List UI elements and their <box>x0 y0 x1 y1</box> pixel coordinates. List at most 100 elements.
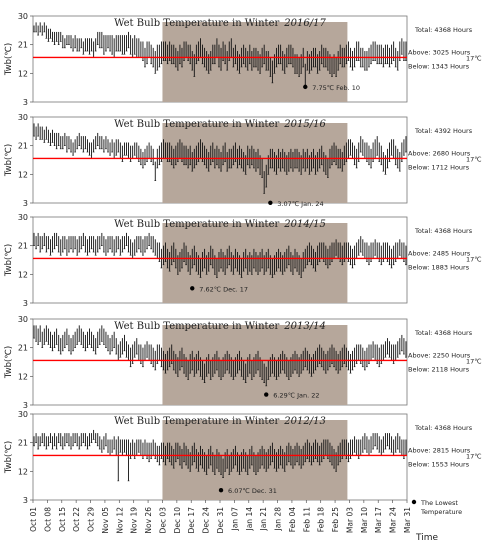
y-tick-label: 21 <box>18 242 28 251</box>
panel-title-text: Wet Bulb Temperature in Winter <box>114 119 279 130</box>
panel-title: Wet Bulb Temperature in Winter 2013/14 <box>114 321 326 332</box>
panel-season: 2014/15 <box>283 219 326 230</box>
y-tick-label: 12 <box>18 372 28 381</box>
x-tick-label: Jan 21 <box>259 507 268 532</box>
total-hours: Total: 4368 Hours <box>414 424 473 432</box>
y-tick-label: 30 <box>18 113 28 122</box>
threshold-label: 17℃ <box>466 155 482 163</box>
y-tick-label: 3 <box>23 401 28 410</box>
legend-label-line2: Temperature <box>420 508 462 516</box>
x-tick-label: Mar 03 <box>345 507 354 533</box>
lowest-point-label: 6.07℃ Dec. 31 <box>228 487 277 495</box>
y-tick-label: 3 <box>23 98 28 107</box>
lowest-point-label: 7.62℃ Dec. 17 <box>199 285 248 293</box>
above-hours: Above: 2250 Hours <box>408 351 471 359</box>
y-tick-label: 12 <box>18 467 28 476</box>
panel-season: 2016/17 <box>283 18 326 29</box>
below-hours: Below: 1343 Hours <box>408 62 470 70</box>
x-tick-label: Dec 10 <box>173 507 182 534</box>
x-tick-label: Mar 10 <box>360 507 369 533</box>
lowest-point-marker <box>268 200 273 205</box>
above-hours: Above: 2680 Hours <box>408 149 471 157</box>
x-tick-label: Nov 12 <box>115 507 124 534</box>
x-tick-label: Nov 19 <box>130 507 139 534</box>
x-tick-label: Jan 07 <box>230 507 239 532</box>
panel-4: 30 21 12 3 Twb(℃) Wet Bulb Temperature in Win… <box>4 315 482 410</box>
panel-5: 30 21 12 3 Twb(℃) Wet Bulb Temperature in Win… <box>4 410 482 505</box>
daily-range-bars <box>33 232 407 278</box>
threshold-label: 17℃ <box>466 357 482 365</box>
x-axis: Oct 01 Oct 08 Oct 15 Oct 22 Oct 29 Nov 05 Nov … <box>29 500 438 543</box>
x-tick-label: Jan 14 <box>245 507 254 532</box>
lowest-point-marker <box>218 488 224 493</box>
panel-title: Wet Bulb Temperature in Winter 2015/16 <box>114 119 326 130</box>
lowest-point-label: 3.07℃ Jan. 24 <box>277 200 323 208</box>
y-tick-label: 30 <box>18 315 28 324</box>
above-hours: Above: 3025 Hours <box>408 48 471 56</box>
x-tick-label: Oct 29 <box>87 507 96 532</box>
x-tick-label: Mar 17 <box>374 507 383 533</box>
panel-2: 30 21 12 3 Twb(℃) Wet Bulb Temperature in Win… <box>4 113 482 208</box>
x-tick-label: Mar 31 <box>403 507 412 533</box>
below-hours: Below: 2118 Hours <box>408 365 470 373</box>
x-tick-label: Feb 25 <box>331 507 340 532</box>
y-axis-label: Twb(℃) <box>4 144 14 177</box>
panel-title-text: Wet Bulb Temperature in Winter <box>114 219 279 230</box>
lowest-point-marker <box>264 392 269 397</box>
x-tick-label: Feb 11 <box>302 507 311 532</box>
panel-title: Wet Bulb Temperature in Winter 2014/15 <box>114 219 326 230</box>
panel-season: 2012/13 <box>283 416 326 427</box>
panel-title: Wet Bulb Temperature in Winter 2016/17 <box>114 18 326 29</box>
lowest-point-label: 7.75℃ Feb. 10 <box>312 84 360 92</box>
y-tick-label: 21 <box>18 41 28 50</box>
x-tick-label: Oct 01 <box>29 507 38 532</box>
total-hours: Total: 4368 Hours <box>414 26 473 34</box>
legend-marker <box>411 499 417 505</box>
threshold-label: 17℃ <box>466 452 482 460</box>
y-axis-label: Twb(℃) <box>4 244 14 277</box>
panel-season: 2013/14 <box>283 321 326 332</box>
y-tick-label: 21 <box>18 344 28 353</box>
below-hours: Below: 1553 Hours <box>408 460 470 468</box>
lowest-point-marker <box>190 286 195 291</box>
y-tick-label: 30 <box>18 410 28 419</box>
y-axis-label: Twb(℃) <box>4 346 14 379</box>
x-tick-label: Oct 15 <box>58 507 67 532</box>
winter-shade <box>162 22 348 102</box>
total-hours: Total: 4392 Hours <box>414 127 473 135</box>
x-tick-label: Feb 18 <box>317 507 326 532</box>
panel-title: Wet Bulb Temperature in Winter 2012/13 <box>114 416 326 427</box>
x-tick-label: Dec 31 <box>216 507 225 534</box>
x-tick-label: Nov 05 <box>101 507 110 534</box>
y-tick-label: 30 <box>18 213 28 222</box>
y-tick-label: 3 <box>23 496 28 505</box>
x-tick-label: Dec 17 <box>187 507 196 534</box>
x-tick-label: Nov 26 <box>144 507 153 534</box>
y-tick-label: 3 <box>23 199 28 208</box>
panel-title-text: Wet Bulb Temperature in Winter <box>114 416 279 427</box>
below-hours: Below: 1712 Hours <box>408 163 470 171</box>
panel-title-text: Wet Bulb Temperature in Winter <box>114 18 279 29</box>
x-tick-label: Dec 24 <box>202 507 211 534</box>
x-tick-label: Oct 08 <box>43 507 52 532</box>
total-hours: Total: 4368 Hours <box>414 329 473 337</box>
y-tick-label: 21 <box>18 439 28 448</box>
lowest-point-marker <box>303 84 308 90</box>
x-tick-label: Dec 03 <box>158 507 167 534</box>
y-tick-label: 3 <box>23 299 28 308</box>
x-tick-label: Oct 22 <box>72 507 81 532</box>
panel-season: 2015/16 <box>283 119 326 130</box>
x-tick-label: Feb 04 <box>288 507 297 532</box>
x-axis-label: Time <box>415 533 438 543</box>
y-tick-label: 12 <box>18 270 28 279</box>
y-tick-label: 12 <box>18 69 28 78</box>
panel-1: 30 21 12 3 Twb(℃) Wet Bulb Temperature in Win… <box>4 12 482 107</box>
winter-shade <box>162 420 348 500</box>
above-hours: Above: 2485 Hours <box>408 249 471 257</box>
lowest-point-label: 6.29℃ Jan. 22 <box>273 392 319 400</box>
y-tick-label: 21 <box>18 142 28 151</box>
x-tick-label: Mar 24 <box>389 507 398 533</box>
y-axis-label: Twb(℃) <box>4 441 14 474</box>
